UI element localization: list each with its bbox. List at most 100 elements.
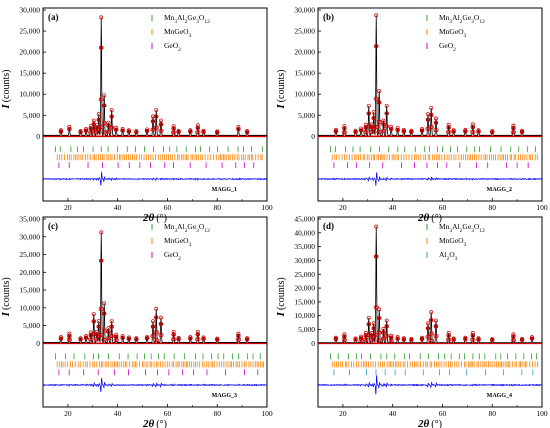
observed-point <box>114 127 119 132</box>
observed-point <box>98 307 103 311</box>
observed-point <box>236 124 241 129</box>
difference-curve <box>42 377 268 393</box>
observed-point <box>154 108 159 112</box>
observed-point <box>353 129 358 134</box>
observed-point <box>145 336 150 341</box>
observed-point <box>195 123 200 128</box>
observed-point <box>429 105 434 110</box>
x-axis-unit: (°) <box>431 419 442 428</box>
observed-point <box>371 334 376 339</box>
observed-point <box>103 337 108 342</box>
observed-point <box>99 230 104 235</box>
observed-point <box>120 334 125 339</box>
observed-point <box>402 129 407 134</box>
observed-point <box>389 127 394 131</box>
observed-point <box>110 334 115 338</box>
observed-point <box>376 338 381 343</box>
observed-point <box>110 114 114 119</box>
observed-point <box>236 333 241 338</box>
y-tick-label: 20,000 <box>294 284 315 293</box>
observed-point <box>102 328 107 333</box>
legend-entry: MnGeO3 <box>164 27 192 39</box>
observed-point <box>446 337 451 342</box>
observed-point <box>409 129 414 134</box>
observed-point <box>380 128 385 133</box>
y-tick-label: 10,000 <box>19 90 40 99</box>
observed-point <box>97 324 102 329</box>
observed-point <box>374 305 379 310</box>
legend-entry: GeO2 <box>439 41 456 53</box>
observed-point <box>151 334 156 338</box>
observed-point <box>447 130 452 135</box>
observed-point <box>434 116 438 121</box>
observed-point <box>172 126 176 131</box>
y-tick-label: 25,000 <box>19 250 40 259</box>
observed-point <box>429 318 434 323</box>
observed-point <box>88 124 93 128</box>
panel-3: 0 5,000 10,000 15,000 20,000 25,000 30,000 35,0… <box>0 215 273 428</box>
sample-label: MAGG_4 <box>487 393 512 399</box>
observed-point <box>106 329 111 334</box>
y-tick-label: 5,000 <box>23 111 40 120</box>
observed-point <box>68 337 72 342</box>
legend-entry: MnGeO3 <box>164 236 192 248</box>
observed-point <box>236 127 241 131</box>
y-axis-unit: (counts) <box>276 70 287 103</box>
y-tick-label: 10,000 <box>19 303 40 312</box>
y-tick-label: 20,000 <box>19 268 40 277</box>
observed-point <box>470 130 475 134</box>
y-axis-unit: (counts) <box>1 70 12 103</box>
observed-point <box>384 333 389 338</box>
observed-point <box>235 337 240 342</box>
observed-point <box>109 108 114 112</box>
observed-point <box>67 331 72 336</box>
reflection-markers <box>55 146 263 153</box>
observed-point <box>78 130 83 135</box>
calculated-profile <box>43 232 267 343</box>
observed-point <box>343 130 347 135</box>
observed-point <box>92 331 97 336</box>
observed-point <box>109 319 114 324</box>
y-tick-label: 15,000 <box>294 297 315 306</box>
observed-point <box>373 332 378 337</box>
observed-point <box>385 324 389 329</box>
observed-point <box>110 125 115 130</box>
observed-point <box>520 337 525 342</box>
observed-point <box>429 310 434 315</box>
observed-point <box>420 337 425 341</box>
y-tick-label: 30,000 <box>294 6 315 15</box>
observed-point <box>99 307 104 311</box>
sample-label: MAGG_3 <box>212 393 237 399</box>
observed-point <box>359 336 364 341</box>
legend-entry: MnGeO3 <box>439 27 467 39</box>
x-tick-label: 40 <box>114 409 122 418</box>
legend-entry: MnGeO3 <box>439 236 467 248</box>
y-tick-label: 10,000 <box>294 311 315 320</box>
x-tick-label: 80 <box>213 203 221 212</box>
observed-point <box>429 113 434 117</box>
observed-point <box>428 338 433 343</box>
y-axis-title: I(counts) <box>275 277 287 317</box>
y-axis-symbol: I <box>275 104 287 110</box>
observed-point <box>381 326 386 331</box>
panel-label: (d) <box>323 221 334 231</box>
observed-point <box>433 128 438 133</box>
observed-point <box>159 118 163 123</box>
y-axis-unit: (counts) <box>276 277 287 310</box>
x-axis-title: 2θ (°) <box>142 418 167 428</box>
observed-point <box>381 122 386 127</box>
observed-point <box>341 130 346 135</box>
observed-point <box>520 129 525 134</box>
observed-point <box>530 336 535 341</box>
y-tick-label: 25,000 <box>19 27 40 36</box>
observed-point <box>511 126 516 131</box>
observed-point <box>364 337 369 342</box>
observed-point <box>196 332 201 337</box>
observed-point <box>429 331 434 336</box>
x-axis-title: 2θ (°) <box>417 418 442 428</box>
observed-point <box>188 129 193 134</box>
observed-point <box>195 337 200 342</box>
observed-point <box>154 125 159 130</box>
observed-point <box>245 337 250 342</box>
y-tick-label: 25,000 <box>294 27 315 36</box>
